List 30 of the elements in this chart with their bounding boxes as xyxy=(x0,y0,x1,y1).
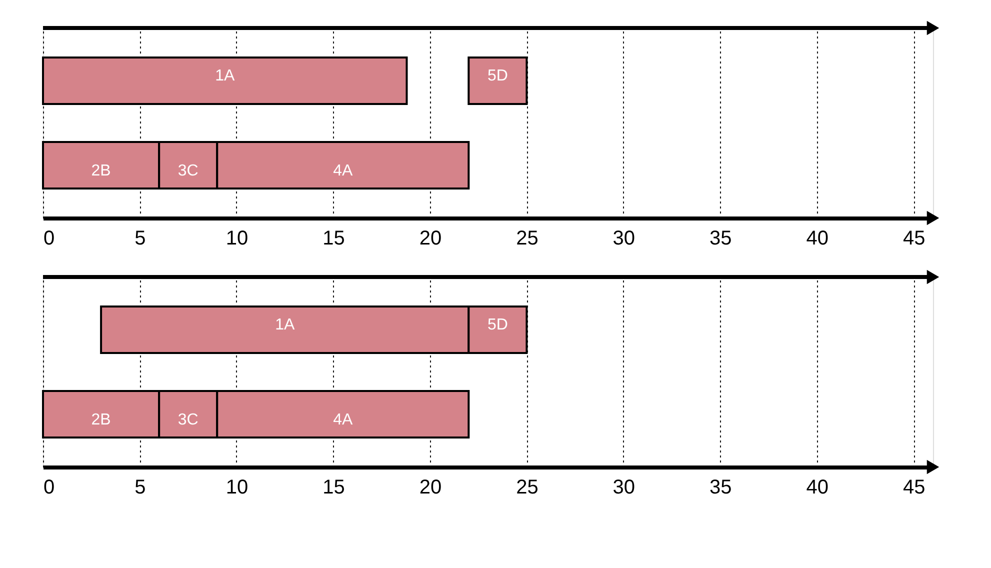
series-label: 3C xyxy=(178,162,198,180)
series-label: 2B xyxy=(91,412,111,428)
series-label: 1A xyxy=(215,68,235,84)
x-tick-label: 5 xyxy=(134,228,146,250)
x-tick-label: 30 xyxy=(612,228,636,250)
x-tick-label: 30 xyxy=(612,476,636,498)
x-tick-label: 25 xyxy=(516,228,538,250)
x-tick-label: 15 xyxy=(322,228,345,250)
series-label: 2B xyxy=(91,162,111,180)
series-label: 3C xyxy=(178,412,198,428)
x-tick-label: 40 xyxy=(806,476,829,498)
x-tick-label: 25 xyxy=(516,476,538,498)
series-label: 5D xyxy=(487,316,508,334)
series-label: 1A xyxy=(275,316,295,334)
x-tick-label: 35 xyxy=(710,476,732,498)
x-tick-label: 45 xyxy=(903,476,926,498)
x-tick-label: 40 xyxy=(806,228,829,250)
x-tick-label: 15 xyxy=(322,476,345,498)
x-tick-label: 20 xyxy=(419,228,442,250)
series-label: 4A xyxy=(333,412,353,428)
x-tick-label: 0 xyxy=(44,476,55,498)
x-tick-label: 0 xyxy=(44,228,55,250)
x-tick-label: 35 xyxy=(710,228,732,250)
series-label: 5D xyxy=(487,68,508,84)
x-tick-label: 20 xyxy=(419,476,442,498)
x-tick-label: 10 xyxy=(226,228,248,250)
x-tick-label: 10 xyxy=(226,476,248,498)
x-tick-label: 45 xyxy=(903,228,926,250)
series-label: 4A xyxy=(333,162,353,180)
x-tick-label: 5 xyxy=(134,476,146,498)
